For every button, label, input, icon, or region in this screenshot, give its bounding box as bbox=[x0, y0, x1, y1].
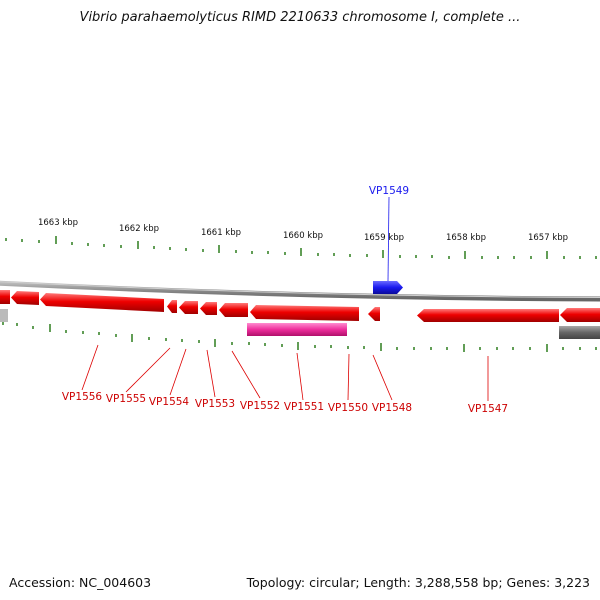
kbp-label: 1659 kbp bbox=[364, 233, 404, 243]
kbp-label: 1663 kbp bbox=[38, 218, 78, 228]
gene-label-vp1547[interactable]: VP1547 bbox=[468, 403, 508, 415]
reverse-gene-row bbox=[0, 290, 600, 322]
kbp-label: 1657 kbp bbox=[528, 233, 568, 243]
gray-feature-right[interactable] bbox=[559, 326, 600, 339]
kbp-label: 1658 kbp bbox=[446, 233, 486, 243]
kbp-label: 1660 kbp bbox=[283, 231, 323, 241]
gene-vp1554[interactable] bbox=[167, 300, 177, 313]
gene-vp1553[interactable] bbox=[179, 301, 198, 314]
gene-vp1555[interactable] bbox=[40, 293, 164, 312]
inner-tick-row bbox=[2, 322, 597, 352]
outer-tick-row bbox=[5, 236, 597, 259]
gene-label-vp1551[interactable]: VP1551 bbox=[284, 401, 324, 413]
gene-right-edge[interactable] bbox=[560, 308, 600, 322]
gene-vp1551[interactable] bbox=[219, 303, 248, 317]
gene-vp1552[interactable] bbox=[200, 302, 217, 315]
gene-label-vp1549[interactable]: VP1549 bbox=[369, 185, 409, 197]
gene-label-vp1554[interactable]: VP1554 bbox=[149, 396, 190, 408]
gene-vp1547[interactable] bbox=[417, 309, 559, 322]
kbp-label: 1661 kbp bbox=[201, 228, 241, 238]
gene-left-edge[interactable] bbox=[0, 290, 10, 304]
kbp-label: 1662 kbp bbox=[119, 224, 159, 234]
leader-lines-reverse bbox=[81, 344, 489, 401]
map-title: Vibrio parahaemolyticus RIMD 2210633 chr… bbox=[79, 10, 521, 25]
gene-vp1548[interactable] bbox=[368, 307, 380, 321]
gene-label-vp1548[interactable]: VP1548 bbox=[372, 402, 412, 414]
chromosome-backbone bbox=[0, 280, 600, 302]
accession-label: Accession: NC_004603 bbox=[9, 575, 152, 590]
gene-vp1556[interactable] bbox=[11, 291, 39, 305]
leader-line bbox=[387, 196, 390, 282]
gray-feature-left[interactable] bbox=[0, 309, 8, 322]
gene-vp1550[interactable] bbox=[250, 305, 359, 321]
gene-label-vp1550[interactable]: VP1550 bbox=[328, 402, 368, 414]
highlighted-gene[interactable] bbox=[247, 323, 347, 336]
gene-label-vp1553[interactable]: VP1553 bbox=[195, 398, 235, 410]
genome-summary: Topology: circular; Length: 3,288,558 bp… bbox=[246, 575, 590, 590]
gene-label-vp1552[interactable]: VP1552 bbox=[240, 400, 280, 412]
gene-label-vp1556[interactable]: VP1556 bbox=[62, 391, 103, 403]
gene-label-vp1555[interactable]: VP1555 bbox=[106, 393, 146, 405]
gene-vp1549[interactable] bbox=[373, 281, 403, 294]
